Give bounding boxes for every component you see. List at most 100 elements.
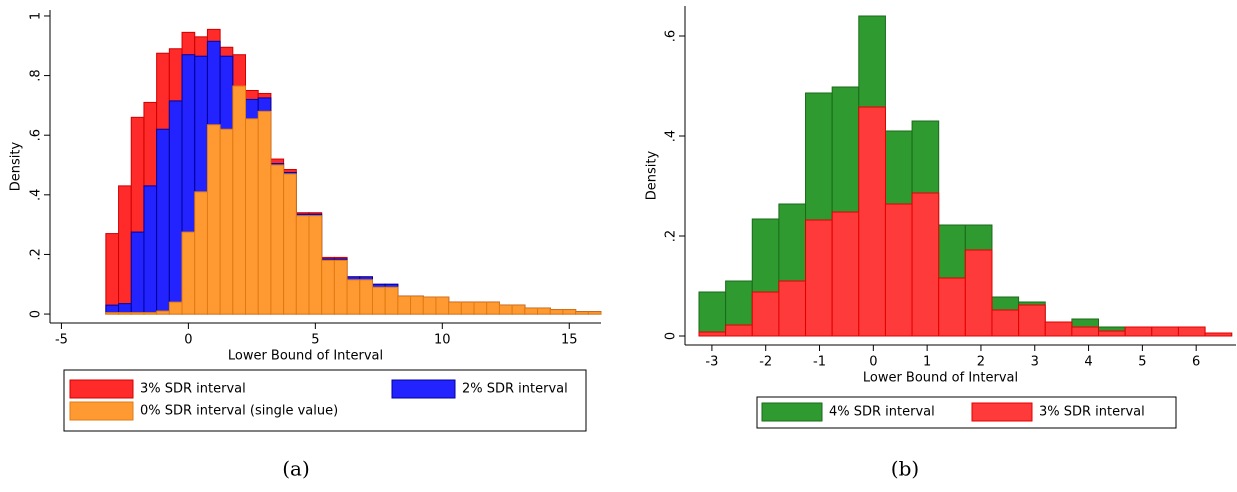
histogram-bar bbox=[498, 304, 513, 315]
legend-label: 4% SDR interval bbox=[829, 405, 935, 420]
histogram-bar bbox=[118, 312, 132, 315]
histogram-bar bbox=[422, 296, 437, 315]
y-tick-label: .2 bbox=[664, 230, 679, 242]
histogram-bar bbox=[270, 164, 285, 315]
histogram-bar bbox=[1177, 326, 1206, 337]
histogram-bar bbox=[698, 291, 727, 337]
histogram-bar bbox=[232, 85, 247, 315]
histogram-bar bbox=[181, 231, 196, 315]
histogram-bar bbox=[587, 311, 602, 315]
histogram-bar bbox=[524, 307, 539, 315]
histogram-bar bbox=[831, 211, 860, 337]
y-tick-label: .4 bbox=[664, 130, 679, 142]
histogram-bar bbox=[105, 233, 120, 315]
histogram-bar bbox=[410, 295, 424, 315]
histogram-bar bbox=[1018, 304, 1046, 337]
x-tick-label: 5 bbox=[1138, 355, 1146, 370]
histogram-bar bbox=[219, 128, 234, 315]
legend-swatch bbox=[69, 379, 134, 399]
histogram-bar bbox=[460, 301, 475, 315]
y-axis-label: Density bbox=[9, 141, 24, 191]
legend-swatch bbox=[761, 402, 823, 422]
histogram-bar bbox=[143, 185, 158, 315]
histogram-bar bbox=[805, 219, 833, 337]
histogram-bar bbox=[1124, 326, 1153, 337]
x-axis-label: Lower Bound of Interval bbox=[863, 371, 1018, 386]
legend-swatch bbox=[971, 402, 1033, 422]
histogram-bar bbox=[308, 215, 323, 315]
histogram-bar bbox=[1098, 330, 1126, 337]
histogram-bar bbox=[118, 185, 132, 315]
histogram-bar bbox=[486, 301, 500, 315]
histogram-bar bbox=[964, 249, 993, 337]
y-tick-label: .4 bbox=[29, 189, 44, 201]
x-axis-label: Lower Bound of Interval bbox=[228, 349, 383, 364]
histogram-bar bbox=[245, 118, 259, 315]
x-tick-label: 10 bbox=[434, 333, 451, 348]
histogram-bar bbox=[371, 286, 386, 315]
legend-label: 2% SDR interval bbox=[462, 382, 568, 397]
histogram-bar bbox=[384, 286, 399, 315]
y-tick-label: .6 bbox=[29, 129, 44, 141]
y-tick-label: .6 bbox=[664, 30, 679, 42]
y-tick-label: 1 bbox=[29, 12, 44, 20]
histogram-bar bbox=[283, 173, 297, 315]
histogram-bar bbox=[168, 100, 183, 315]
histogram-bar bbox=[698, 331, 727, 337]
histogram-bar bbox=[884, 203, 913, 337]
histogram-bar bbox=[333, 259, 348, 315]
histogram-bar bbox=[156, 128, 170, 315]
x-tick-label: 4 bbox=[1084, 355, 1092, 370]
legend: 3% SDR interval 2% SDR interval 0% SDR int… bbox=[63, 369, 587, 432]
histogram-bar bbox=[1151, 326, 1179, 337]
histogram-bar bbox=[537, 307, 551, 315]
x-tick-label: 5 bbox=[311, 333, 319, 348]
histogram-bar bbox=[725, 324, 753, 337]
histogram-bar bbox=[346, 279, 361, 315]
legend: 4% SDR interval 3% SDR interval bbox=[756, 396, 1177, 429]
histogram-bar bbox=[156, 310, 170, 315]
subfigure-caption: (a) bbox=[282, 457, 310, 481]
y-axis-label: Density bbox=[645, 150, 660, 200]
x-tick-label: 0 bbox=[869, 355, 877, 370]
histogram-bar bbox=[991, 309, 1020, 337]
histogram-bar bbox=[511, 304, 526, 315]
histogram-bar bbox=[168, 301, 183, 315]
histogram-bar bbox=[257, 110, 272, 315]
x-tick-label: -1 bbox=[813, 355, 826, 370]
histogram-bar bbox=[938, 277, 966, 337]
histogram-bar bbox=[397, 295, 412, 315]
histogram-bar bbox=[575, 311, 589, 315]
histogram-bar bbox=[858, 106, 886, 337]
histogram-bar bbox=[1204, 332, 1233, 337]
histogram-bar bbox=[473, 301, 488, 315]
y-tick-label: .2 bbox=[29, 248, 44, 260]
x-tick-label: 0 bbox=[184, 333, 192, 348]
subfigure-caption: (b) bbox=[891, 457, 919, 481]
histogram-bar bbox=[321, 259, 335, 315]
histogram-bar bbox=[359, 279, 373, 315]
legend-label: 0% SDR interval (single value) bbox=[140, 404, 338, 419]
histogram-bar bbox=[435, 296, 450, 315]
histogram-bar bbox=[194, 191, 208, 315]
histogram-bar bbox=[130, 231, 145, 315]
histogram-bar bbox=[206, 124, 221, 315]
histogram-bar bbox=[143, 312, 158, 315]
x-tick-label: -2 bbox=[759, 355, 772, 370]
legend-label: 3% SDR interval bbox=[1039, 405, 1145, 420]
x-tick-label: -5 bbox=[55, 333, 68, 348]
legend-label: 3% SDR interval bbox=[140, 382, 246, 397]
y-tick-label: .8 bbox=[29, 69, 44, 81]
legend-swatch bbox=[69, 401, 134, 421]
x-tick-label: -3 bbox=[705, 355, 718, 370]
histogram-bar bbox=[130, 312, 145, 315]
histogram-bar bbox=[105, 312, 120, 315]
x-tick-label: 15 bbox=[561, 333, 578, 348]
x-tick-label: 3 bbox=[1031, 355, 1039, 370]
legend-swatch bbox=[391, 379, 456, 399]
histogram-bar bbox=[448, 301, 462, 315]
legend-box bbox=[756, 396, 1177, 429]
histogram-bar bbox=[1071, 326, 1100, 337]
y-tick-label: 0 bbox=[29, 310, 44, 318]
